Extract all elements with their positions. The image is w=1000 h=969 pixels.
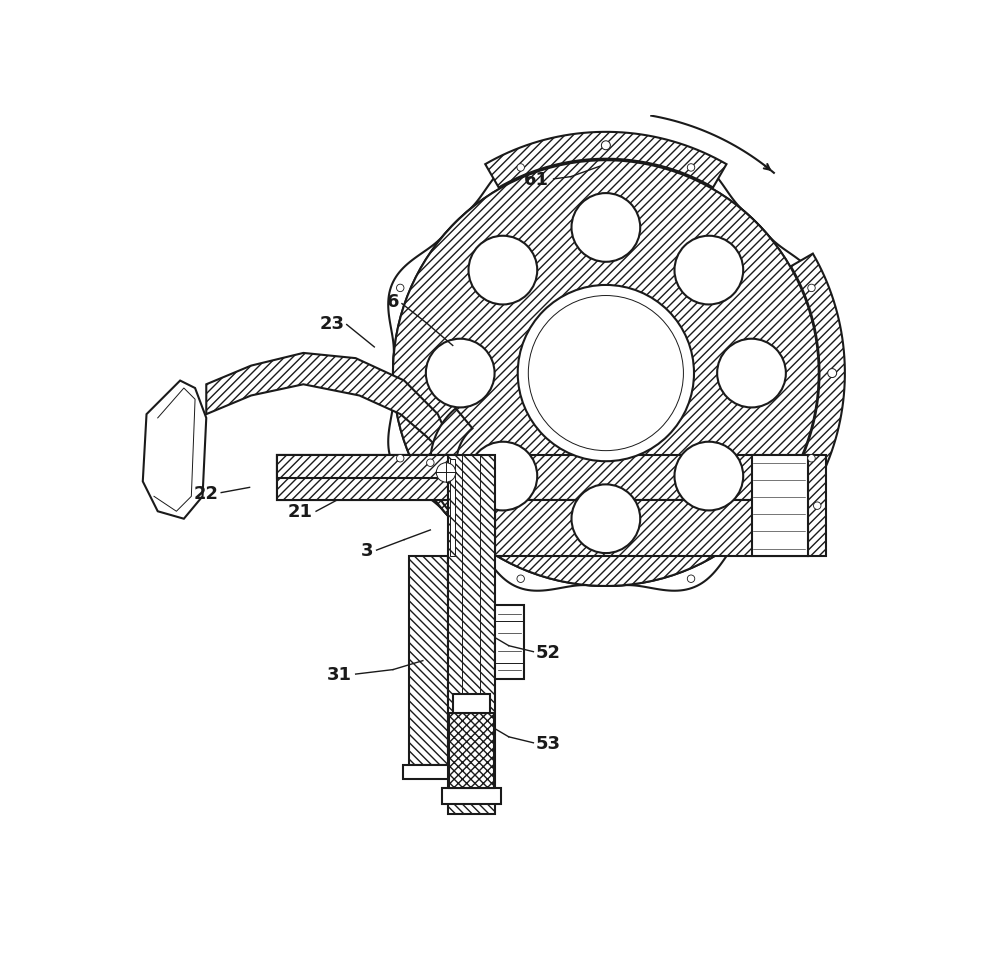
Polygon shape (495, 501, 808, 556)
Circle shape (601, 141, 610, 150)
Circle shape (528, 297, 683, 452)
Polygon shape (277, 455, 453, 478)
Circle shape (572, 484, 640, 553)
Text: 23: 23 (319, 315, 344, 332)
Text: 61: 61 (524, 171, 549, 189)
Polygon shape (277, 455, 448, 501)
Circle shape (828, 369, 837, 378)
Polygon shape (495, 605, 524, 679)
Polygon shape (485, 133, 726, 188)
Polygon shape (206, 354, 453, 459)
Polygon shape (752, 455, 808, 556)
Polygon shape (449, 713, 494, 788)
Circle shape (808, 285, 815, 293)
Circle shape (674, 442, 743, 511)
Polygon shape (808, 455, 826, 556)
Polygon shape (143, 381, 206, 519)
Circle shape (517, 576, 524, 582)
Polygon shape (453, 695, 490, 713)
Circle shape (517, 165, 524, 172)
Circle shape (469, 442, 537, 511)
Circle shape (393, 161, 819, 586)
Polygon shape (277, 455, 453, 501)
Circle shape (393, 161, 819, 586)
Polygon shape (409, 556, 448, 766)
Circle shape (436, 463, 456, 483)
Circle shape (426, 339, 495, 408)
Polygon shape (442, 788, 501, 804)
Circle shape (572, 194, 640, 263)
Text: 31: 31 (327, 666, 352, 683)
Circle shape (427, 459, 434, 467)
Polygon shape (791, 254, 845, 493)
Text: 6: 6 (387, 293, 399, 310)
Circle shape (814, 502, 821, 510)
Circle shape (808, 455, 815, 462)
Polygon shape (450, 459, 455, 556)
Circle shape (396, 285, 404, 293)
Text: 53: 53 (536, 735, 561, 752)
Text: 22: 22 (194, 484, 219, 502)
Circle shape (687, 165, 695, 172)
Text: 21: 21 (287, 503, 312, 520)
Circle shape (469, 236, 537, 305)
Polygon shape (388, 156, 824, 591)
Polygon shape (495, 455, 808, 501)
Circle shape (674, 236, 743, 305)
Circle shape (687, 576, 695, 582)
Circle shape (518, 286, 694, 462)
Polygon shape (403, 766, 451, 779)
Text: 3: 3 (361, 542, 373, 559)
Polygon shape (448, 455, 495, 814)
Circle shape (717, 339, 786, 408)
Circle shape (396, 455, 404, 462)
Polygon shape (448, 556, 458, 582)
Polygon shape (430, 409, 472, 517)
Text: 52: 52 (536, 643, 561, 661)
